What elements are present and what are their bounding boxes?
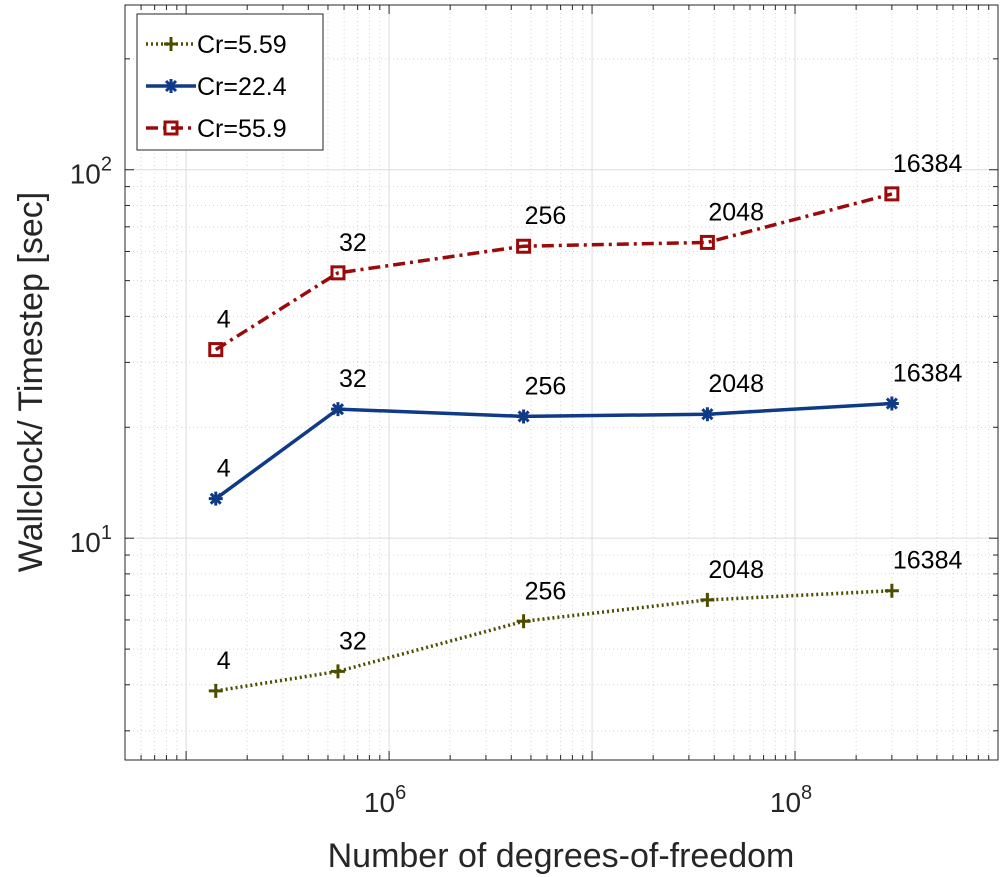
marker-asterisk	[330, 402, 345, 417]
point-label: 4	[217, 455, 231, 483]
marker-square	[884, 186, 900, 202]
marker-plus	[330, 664, 345, 679]
series-Cr=55.9: 4 32 256 2048 16384	[208, 150, 963, 358]
point-label: 2048	[708, 370, 764, 398]
legend-label: Cr=5.59	[197, 31, 287, 59]
marker-plus	[516, 614, 531, 629]
point-label: 4	[217, 306, 231, 334]
marker-square	[516, 238, 532, 254]
legend: Cr=5.59 Cr=22.4 Cr=55.9	[136, 13, 324, 151]
marker-asterisk	[884, 396, 899, 411]
marker-square	[163, 120, 179, 136]
point-label: 256	[525, 202, 567, 230]
plot-frame	[124, 4, 999, 761]
marker-plus	[164, 37, 178, 51]
legend-entry: Cr=22.4	[146, 73, 287, 101]
point-label: 16384	[893, 360, 963, 388]
y-axis-label: Wallclock/ Timestep [sec]	[12, 192, 50, 572]
series-Cr=5.59: 4 32 256 2048 16384	[208, 547, 963, 698]
y-tick-label: 101	[70, 522, 112, 558]
tick-labels: 106 108 101 102	[70, 154, 812, 818]
marker-plus	[208, 683, 223, 698]
point-label: 32	[339, 229, 367, 257]
minor-grid	[124, 5, 998, 760]
x-axis-label: Number of degrees-of-freedom	[328, 837, 795, 875]
x-tick-label: 108	[770, 782, 812, 818]
legend-entry: Cr=5.59	[146, 31, 287, 59]
marker-square	[330, 265, 346, 281]
marker-asterisk	[164, 79, 178, 93]
legend-entry: Cr=55.9	[146, 115, 287, 143]
series-line	[214, 192, 893, 352]
point-label: 2048	[708, 198, 764, 226]
marker-asterisk	[700, 407, 715, 422]
series-Cr=22.4: 4 32 256 2048 16384	[208, 360, 963, 506]
series-layer: 4 32 256 2048 16384 4 32 256 2048 16384 4 32 256 2048…	[208, 150, 963, 698]
y-tick-label: 102	[70, 154, 112, 190]
marker-plus	[700, 592, 715, 607]
marker-plus	[884, 583, 899, 598]
marker-square	[208, 342, 224, 358]
marker-asterisk	[208, 491, 223, 506]
x-tick-label: 106	[364, 782, 406, 818]
legend-label: Cr=22.4	[197, 73, 287, 101]
point-label: 2048	[708, 556, 764, 584]
point-label: 32	[339, 627, 367, 655]
point-label: 16384	[893, 150, 963, 178]
point-label: 256	[525, 577, 567, 605]
marker-square	[699, 234, 715, 250]
marker-asterisk	[516, 409, 531, 424]
point-label: 32	[339, 365, 367, 393]
point-label: 4	[217, 647, 231, 675]
legend-label: Cr=55.9	[197, 115, 287, 143]
tick-marks	[124, 5, 999, 760]
point-label: 256	[525, 372, 567, 400]
point-label: 16384	[893, 547, 963, 575]
